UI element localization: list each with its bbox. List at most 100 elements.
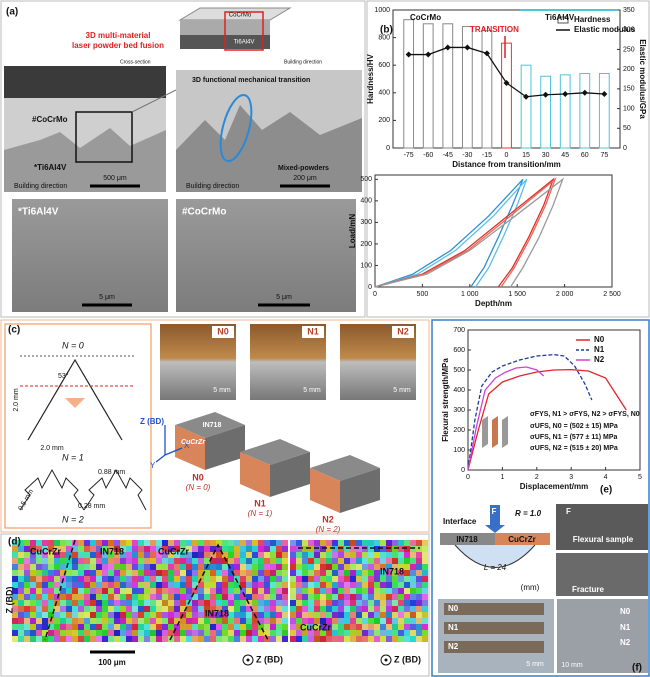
marker: [405, 51, 412, 58]
label: R = 1.0: [515, 509, 542, 518]
label: Building direction: [186, 183, 239, 190]
normal-symbol: [242, 654, 254, 666]
label: N1: [620, 623, 631, 632]
label: Fracture: [572, 585, 605, 594]
normal-dot: [246, 658, 250, 662]
series-line: [374, 177, 557, 288]
annotation: σFYS, N1 > σFYS, N2 > σFYS, N0: [530, 411, 640, 418]
label: N = 0: [62, 340, 84, 350]
label: (mm): [521, 583, 540, 592]
label: CuCrZr: [508, 535, 536, 544]
legend-swatch: [557, 16, 569, 24]
y-tick-label: 200: [378, 117, 390, 124]
bar: [442, 23, 454, 149]
label: Flexural sample: [573, 535, 634, 544]
label: N2: [620, 638, 631, 647]
x-tick-label: 30: [542, 152, 550, 159]
marker: [464, 44, 471, 51]
ti-region: [4, 128, 166, 192]
label: L = 24: [484, 563, 507, 572]
x-axis-label: Distance from transition/mm: [452, 160, 560, 169]
series-line: [374, 178, 524, 288]
y-axis-label: Hardness/HV: [366, 53, 375, 103]
label: 5 μm: [276, 294, 292, 301]
in718-bar: [440, 533, 495, 545]
axes-triad: [155, 425, 183, 463]
label: CuCrZr: [158, 546, 189, 556]
x-tick-label: -15: [482, 152, 492, 159]
label: N = 2: [62, 514, 84, 524]
y2-axis-label: Elastic modulus/GPa: [638, 39, 647, 119]
label: 5 mm: [393, 387, 411, 394]
y-tick-label: 400: [378, 90, 390, 97]
y-tick-label: 0: [386, 145, 390, 152]
label: 0.5 mm: [17, 488, 35, 512]
label: Interface: [443, 517, 477, 526]
x-tick-label: 15: [522, 152, 530, 159]
panel-c-frame: [0, 319, 430, 533]
label: Ti6Al4V: [234, 40, 255, 46]
y-tick-label: 200: [453, 427, 465, 434]
label: N2: [397, 326, 409, 336]
panel-b-frame: [366, 0, 650, 318]
label: N0: [620, 607, 631, 616]
label: N2: [448, 642, 459, 651]
label: CuCrZr: [30, 546, 61, 556]
sample-photo: [556, 504, 648, 550]
label: *Ti6Al4V: [18, 207, 59, 218]
label: 200 μm: [293, 175, 317, 182]
y-tick-label: 200: [360, 241, 372, 248]
y2-tick-label: 100: [623, 105, 635, 112]
label: 5 mm: [213, 387, 231, 394]
label: 5 mm: [303, 387, 321, 394]
y-tick-label: 400: [453, 387, 465, 394]
marker: [483, 50, 490, 57]
series-line: [374, 177, 555, 288]
koch: [83, 468, 147, 511]
ebsd-maps: [12, 539, 428, 642]
marker: [562, 90, 569, 97]
label: (N = 1): [248, 509, 273, 518]
panel-label: (f): [632, 663, 642, 674]
y-tick-label: 600: [453, 347, 465, 354]
label: IN718: [203, 422, 222, 429]
x-tick-label: -45: [443, 152, 453, 159]
x-tick-label: -75: [404, 152, 414, 159]
label: 3D multi-material: [86, 31, 151, 40]
y-tick-label: 0: [461, 467, 465, 474]
label: IN718: [456, 535, 478, 544]
normal-symbol: [380, 654, 392, 666]
series-line: [467, 353, 593, 471]
label: 5 mm: [526, 661, 544, 668]
marker: [601, 90, 608, 97]
label: 10 mm: [561, 662, 583, 669]
x-tick-label: 0: [373, 291, 377, 298]
label: 53°: [58, 372, 69, 380]
legend-label: Elastic modulus: [574, 25, 636, 34]
panel-ef-frame: [431, 319, 650, 677]
bar: [461, 26, 473, 149]
y2-tick-label: 300: [623, 27, 635, 34]
plot-frame: [374, 174, 613, 288]
series-line: [374, 178, 528, 288]
marker: [542, 91, 549, 98]
plot-frame: [467, 329, 641, 471]
label: CuCrZr: [300, 622, 331, 632]
series-line: [467, 368, 627, 471]
label: 5 μm: [99, 294, 115, 301]
x-tick-label: -30: [462, 152, 472, 159]
x-tick-label: 60: [581, 152, 589, 159]
x-axis-label: Displacement/mm: [520, 482, 588, 491]
y-axis-label: Load/mN: [348, 214, 357, 248]
specimen-icon: [482, 416, 488, 448]
marker: [581, 89, 588, 96]
series-line: [374, 177, 565, 288]
label: N1: [254, 498, 266, 508]
label: 0.88 mm: [98, 469, 125, 476]
label: F: [492, 507, 497, 516]
photos: [160, 324, 416, 400]
x-tick-label: 75: [600, 152, 608, 159]
x-tick-label: 5: [638, 474, 642, 481]
x-tick-label: 0: [505, 152, 509, 159]
fracture-photo: [556, 553, 648, 596]
